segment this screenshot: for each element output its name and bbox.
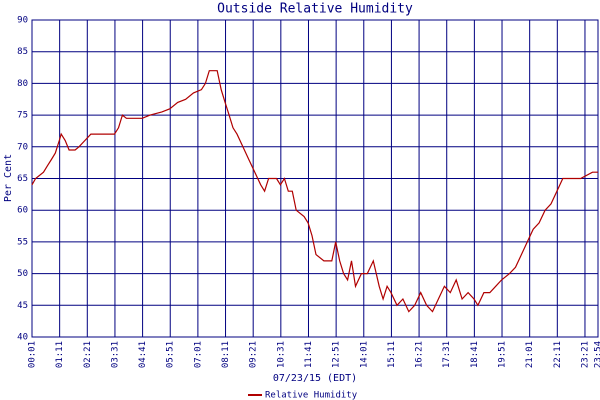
x-tick-label: 04:41 [138, 341, 148, 368]
x-tick-label: 15:11 [387, 341, 397, 368]
y-axis-label: Per Cent [3, 154, 14, 202]
x-tick-label: 07:01 [193, 341, 203, 368]
x-tick-label: 02:21 [83, 341, 93, 368]
y-tick-label: 55 [17, 237, 28, 247]
x-tick-label: 10:31 [276, 341, 286, 368]
x-tick-label: 05:51 [166, 341, 176, 368]
x-tick-label: 23:54 [594, 341, 600, 368]
x-tick-label: 12:51 [332, 341, 342, 368]
y-tick-label: 80 [17, 79, 28, 89]
x-tick-label: 03:31 [110, 341, 120, 368]
legend-label: Relative Humidity [265, 391, 358, 400]
x-tick-label: 22:11 [553, 341, 563, 368]
y-tick-label: 60 [17, 206, 28, 216]
y-tick-label: 90 [17, 16, 28, 26]
x-axis-label: 07/23/15 (EDT) [273, 373, 357, 384]
x-tick-label: 17:31 [442, 341, 452, 368]
x-tick-label: 08:11 [221, 341, 231, 368]
x-tick-label: 14:01 [359, 341, 369, 368]
x-tick-label: 09:21 [249, 341, 259, 368]
x-tick-label: 00:01 [28, 341, 38, 368]
x-tick-label: 21:01 [525, 341, 535, 368]
x-tick-label: 01:11 [55, 341, 65, 368]
x-tick-label: 23:21 [580, 341, 590, 368]
y-tick-label: 70 [17, 142, 28, 152]
x-tick-label: 11:41 [304, 341, 314, 368]
data-line [31, 70, 598, 313]
y-tick-label: 45 [17, 301, 28, 311]
y-tick-label: 75 [17, 111, 28, 121]
x-tick-label: 16:21 [415, 341, 425, 368]
y-tick-label: 85 [17, 47, 28, 57]
x-tick-label: 18:41 [470, 341, 480, 368]
x-tick-label: 19:51 [498, 341, 508, 368]
y-tick-label: 40 [17, 333, 28, 343]
y-tick-label: 65 [17, 174, 28, 184]
y-tick-label: 50 [17, 269, 28, 279]
chart-title: Outside Relative Humidity [217, 2, 413, 17]
